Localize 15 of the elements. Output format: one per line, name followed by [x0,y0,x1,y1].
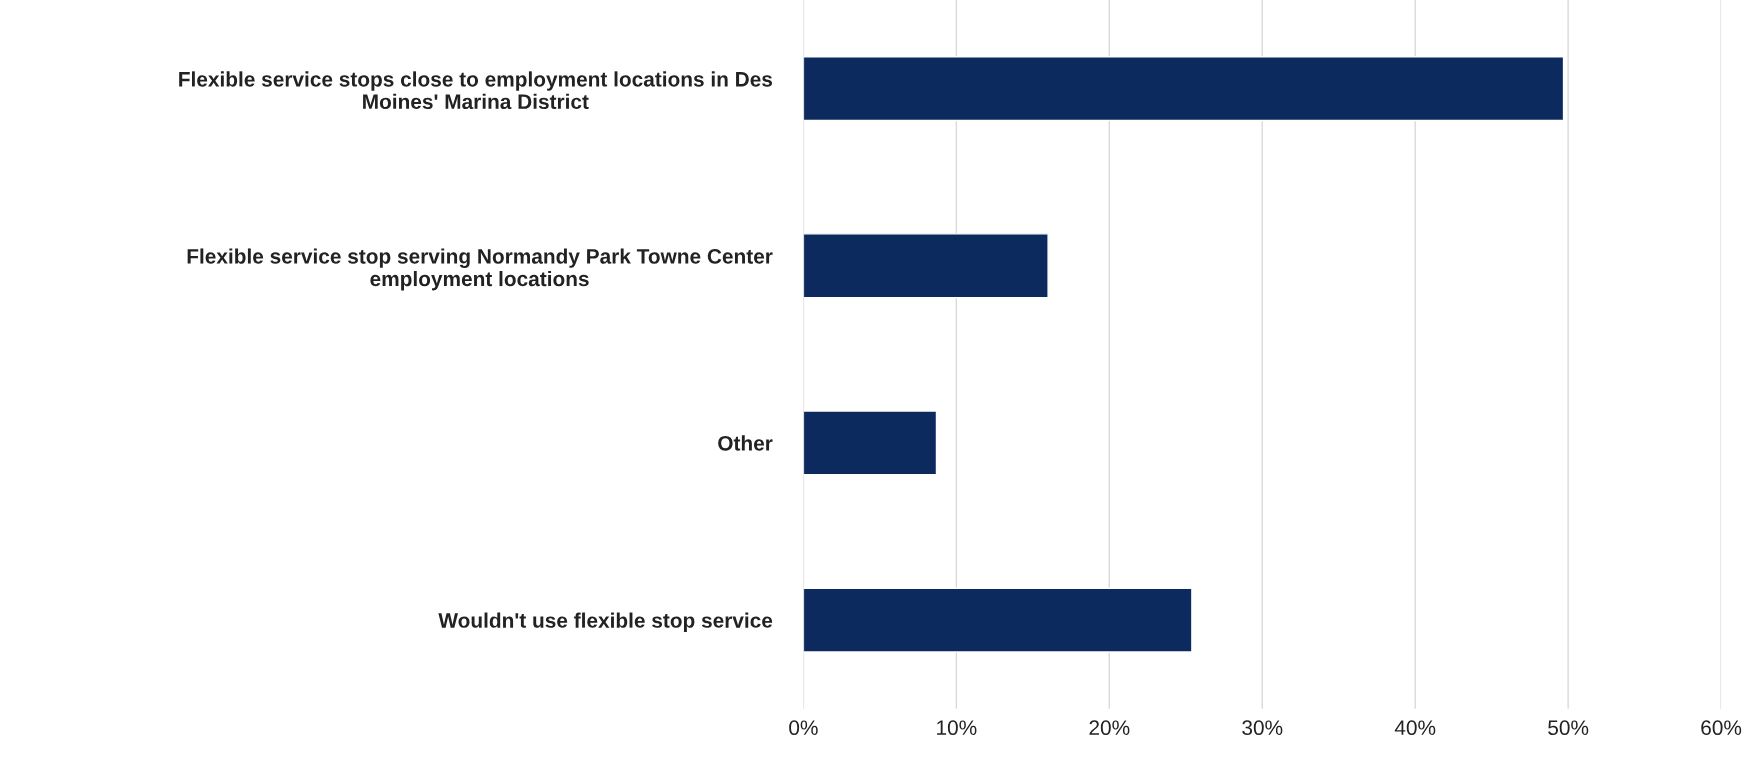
x-tick-label: 0% [789,720,818,736]
y-tick-label: Wouldn't use flexible stop service [438,612,773,632]
y-tick-label: Flexible service stops close to employment locations in Des Moines' Marina District [179,71,773,110]
x-tick-label: 40% [1394,720,1436,736]
x-tick-label: 60% [1701,720,1742,736]
x-tick-label: 50% [1548,720,1589,736]
bar [803,233,1049,299]
bar [803,410,938,476]
x-tick-label: 30% [1242,720,1283,736]
y-tick-label: Other [718,435,773,451]
x-tick-label: 10% [937,720,977,736]
bar [803,55,1565,122]
bar [803,587,1193,653]
y-tick-label: Flexible service stop serving Normandy Park Towne Center employment locations [187,248,773,291]
x-tick-label: 20% [1089,720,1130,736]
